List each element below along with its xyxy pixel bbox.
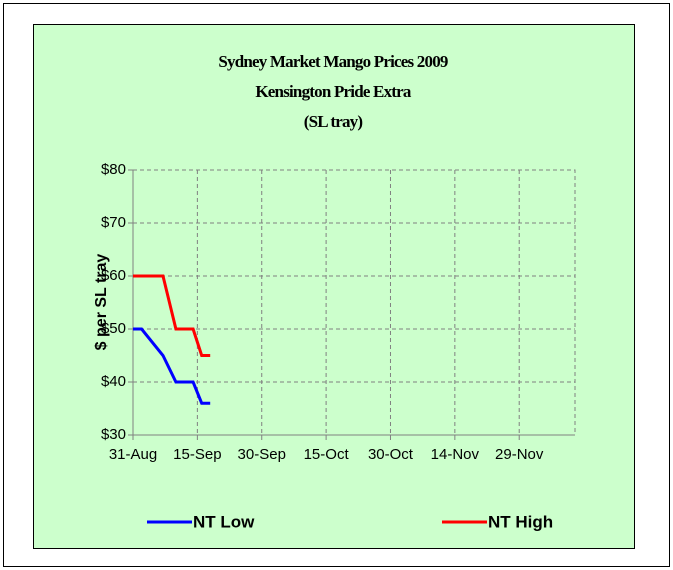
- x-tick-label: 29-Nov: [495, 446, 544, 463]
- plot-area: [132, 169, 576, 436]
- chart-subtitle: Kensington Pride Extra: [255, 82, 412, 101]
- y-tick-label: $40: [101, 373, 126, 390]
- y-tick-label: $30: [101, 426, 126, 443]
- x-tick-label: 14-Nov: [431, 446, 480, 463]
- x-tick-label: 31-Aug: [109, 446, 157, 463]
- y-tick-label: $80: [101, 161, 126, 178]
- series-line: [133, 327, 211, 405]
- series-line: [133, 274, 211, 357]
- chart-subtitle: (SL tray): [304, 112, 363, 131]
- y-axis-label: $ per SL tray: [93, 254, 110, 351]
- y-tick-label: $60: [101, 267, 126, 284]
- y-tick-label: $50: [101, 320, 126, 337]
- x-tick-label: 15-Oct: [304, 446, 350, 463]
- chart-title: Sydney Market Mango Prices 2009: [218, 52, 448, 71]
- y-tick-label: $70: [101, 214, 126, 231]
- x-tick-label: 30-Oct: [368, 446, 414, 463]
- legend-label: NT Low: [193, 512, 255, 531]
- x-tick-label: 30-Sep: [238, 446, 286, 463]
- legend-label: NT High: [488, 512, 553, 531]
- x-tick-label: 15-Sep: [173, 446, 221, 463]
